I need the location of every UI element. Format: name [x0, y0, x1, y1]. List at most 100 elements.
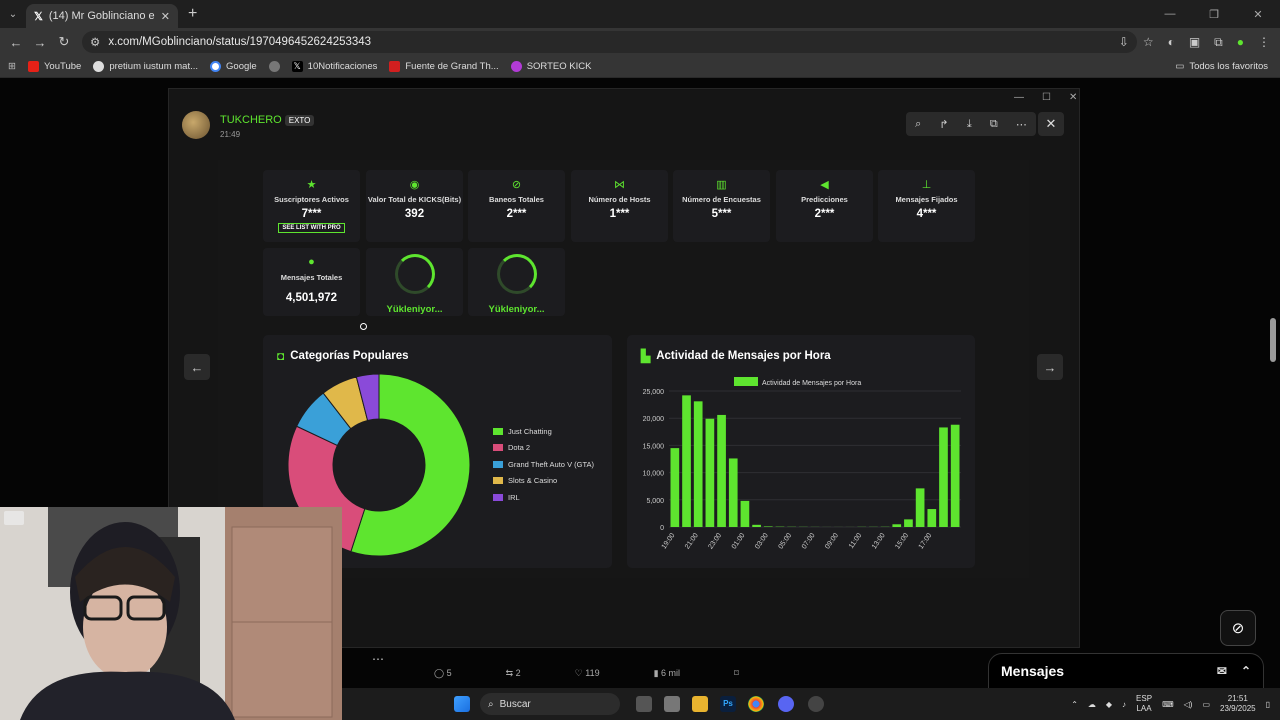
browser-tab[interactable]: 𝕏 (14) Mr Goblinciano en X: "Ahi ✕: [26, 4, 178, 28]
minimize-window-button[interactable]: —: [1164, 8, 1176, 20]
author-name[interactable]: TUKCHERO: [220, 114, 282, 126]
download-icon[interactable]: ⤓: [966, 117, 972, 130]
all-bookmarks[interactable]: ▭ Todos los favoritos: [1175, 61, 1268, 72]
start-icon[interactable]: [454, 696, 470, 712]
cloud-icon[interactable]: ☁: [1087, 699, 1096, 709]
messages-drawer[interactable]: Mensajes ✉ ⌃: [988, 653, 1264, 689]
open-external-icon[interactable]: ⧉: [989, 117, 998, 130]
minimize-icon[interactable]: —: [1014, 92, 1024, 103]
bookmark-pretium[interactable]: pretium iustum mat...: [93, 61, 198, 72]
y-tick-label: 15,000: [643, 443, 665, 450]
maximize-window-button[interactable]: ❐: [1209, 8, 1219, 21]
reply-button[interactable]: ◯ 5: [434, 668, 452, 678]
taskbar-search[interactable]: ⌕ Buscar: [480, 693, 620, 715]
menu-dots-icon[interactable]: ⋮: [1258, 35, 1270, 49]
extensions-puzzle-icon[interactable]: ⧉: [1214, 34, 1223, 49]
maximize-icon[interactable]: ☐: [1042, 92, 1051, 103]
folder-icon: ▭: [1175, 61, 1185, 72]
expand-icon[interactable]: ⌃: [1240, 664, 1251, 678]
youtube-icon: [27, 61, 39, 72]
megaphone-icon: ◀: [820, 179, 829, 191]
bookmark-sorteo-kick[interactable]: SORTEO KICK: [510, 61, 591, 72]
forward-icon[interactable]: ↱: [939, 118, 949, 131]
extension-icon[interactable]: ▣: [1188, 35, 1201, 49]
battery-icon[interactable]: ▭: [1202, 699, 1210, 709]
x-tick-label: 11:00: [848, 532, 864, 550]
discord-icon[interactable]: [778, 696, 794, 712]
extension-icon[interactable]: ◐: [1167, 35, 1175, 49]
bookmark-star-icon[interactable]: ☆: [1142, 35, 1154, 49]
close-icon[interactable]: ✕: [1068, 92, 1078, 103]
chart-title: Categorías Populares: [290, 350, 409, 362]
apps-grid-icon[interactable]: ⊞: [8, 61, 16, 72]
close-viewer-button[interactable]: ✕: [1038, 112, 1064, 136]
reload-button[interactable]: ↻: [58, 34, 70, 49]
install-app-icon[interactable]: ⇩: [1118, 35, 1129, 49]
repost-button[interactable]: ⇆ 2: [505, 668, 521, 678]
bookmark-globe[interactable]: [268, 61, 280, 72]
page-scrollbar[interactable]: [1270, 318, 1276, 362]
views-button[interactable]: ▮ 6 mil: [653, 668, 681, 678]
close-tab-icon[interactable]: ✕: [160, 10, 170, 23]
chevron-up-icon[interactable]: ⌃: [1071, 699, 1078, 709]
app-icon[interactable]: [664, 696, 680, 712]
tweet-actions: ◯ 5 ⇆ 2 ♡ 119 ▮ 6 mil ⌑: [434, 668, 794, 684]
bookmark-fuente-gta[interactable]: Fuente de Grand Th...: [389, 61, 499, 72]
grok-button[interactable]: ⊘: [1220, 610, 1256, 646]
photoshop-icon[interactable]: Ps: [720, 696, 736, 712]
stat-value: 4,501,972: [285, 292, 338, 304]
chrome-icon[interactable]: [748, 696, 764, 712]
stat-value: 2***: [814, 208, 835, 220]
bookmark-notifications[interactable]: 𝕏 10Notificaciones: [291, 61, 377, 72]
new-message-icon[interactable]: ✉: [1216, 664, 1227, 678]
author-badge: EXTO: [284, 115, 315, 126]
globe-icon: [268, 61, 280, 72]
see-list-pro-button[interactable]: SEE LIST WITH PRO: [278, 223, 345, 233]
task-view-icon[interactable]: [636, 696, 652, 712]
bookmark-button[interactable]: ⌑: [734, 668, 739, 678]
share-icon: ⋈: [614, 179, 625, 191]
zoom-icon[interactable]: ⌕: [915, 117, 922, 130]
next-image-button[interactable]: →: [1037, 354, 1063, 380]
previous-image-button[interactable]: ←: [184, 354, 210, 380]
bookmark-google[interactable]: Google: [210, 61, 257, 72]
like-button[interactable]: ♡ 119: [574, 668, 600, 678]
notifications-icon[interactable]: ▯: [1265, 699, 1270, 709]
legend-item[interactable]: IRL: [493, 489, 594, 506]
legend-label: Just Chatting: [508, 426, 552, 436]
profile-avatar[interactable]: ●: [1236, 35, 1244, 49]
forward-button[interactable]: →: [33, 34, 47, 50]
more-icon[interactable]: ⋯: [1015, 118, 1027, 131]
legend-item[interactable]: Grand Theft Auto V (GTA): [493, 456, 594, 473]
stat-label: Baneos Totales: [489, 195, 544, 204]
app-icon[interactable]: [808, 696, 824, 712]
bar: [915, 488, 925, 527]
author-avatar[interactable]: [182, 110, 210, 139]
bookmark-youtube[interactable]: YouTube: [27, 61, 81, 72]
url-field[interactable]: ⚙ x.com/MGoblinciano/status/197049645262…: [82, 31, 1137, 53]
x-tick-label: 23:00: [707, 532, 723, 550]
file-explorer-icon[interactable]: [692, 696, 708, 712]
microphone-icon[interactable]: ♪: [1122, 699, 1127, 709]
legend-item[interactable]: Slots & Casino: [493, 473, 594, 490]
new-tab-button[interactable]: +: [188, 5, 198, 22]
taskbar-clock[interactable]: 21:51 23/9/2025: [1220, 694, 1256, 714]
activity-panel: ▙ Actividad de Mensajes por Hora Activida…: [627, 335, 975, 568]
bookmark-label: Fuente de Grand Th...: [405, 61, 499, 72]
back-button[interactable]: ←: [9, 34, 23, 50]
close-window-button[interactable]: ✕: [1253, 8, 1263, 21]
defender-icon[interactable]: ◆: [1105, 699, 1113, 709]
network-icon[interactable]: ⌨: [1162, 699, 1174, 709]
x-tick-label: 03:00: [754, 532, 770, 550]
stat-card: ◉ Valor Total de KICKS(Bits) 392: [366, 170, 463, 242]
address-bar-row: ← → ↻ ⚙ x.com/MGoblinciano/status/197049…: [0, 28, 1280, 56]
site-info-icon[interactable]: ⚙: [90, 37, 101, 49]
legend-item[interactable]: Just Chatting: [493, 423, 594, 440]
legend-item[interactable]: Dota 2: [493, 440, 594, 457]
stat-value: 7***: [301, 208, 322, 220]
google-icon: [210, 61, 222, 72]
volume-icon[interactable]: ◁): [1183, 699, 1193, 709]
language-indicator[interactable]: ESP LAA: [1136, 694, 1152, 714]
more-options-icon[interactable]: ⋯: [372, 652, 384, 666]
tab-search-button[interactable]: ⌄: [8, 8, 18, 20]
